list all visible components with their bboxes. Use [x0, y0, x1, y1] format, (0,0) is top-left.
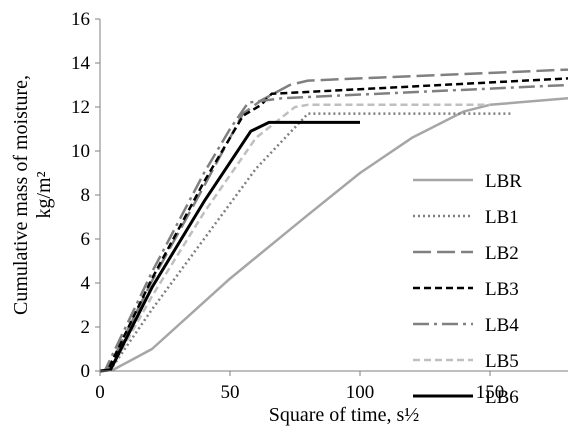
y-tick-label: 16 — [71, 9, 90, 30]
y-tick-label: 8 — [81, 185, 91, 206]
axis-labels: Square of time, s½ Cumulative mass of mo… — [10, 75, 419, 426]
y-tick-label: 2 — [81, 317, 91, 338]
y-tick-label: 4 — [81, 273, 91, 294]
legend: LBR LB1 LB2 LB3 LB4 LB5 LB6 — [413, 171, 522, 408]
series-line-lb3 — [100, 77, 569, 373]
legend-label-lbr: LBR — [485, 171, 522, 192]
y-tick-label: 12 — [71, 97, 90, 118]
y-tick-label: 10 — [71, 141, 90, 162]
plot-area — [100, 68, 569, 373]
x-tick-label: 50 — [221, 382, 240, 403]
y-tick-label: 6 — [81, 229, 91, 250]
x-axis-label: Square of time, s½ — [269, 404, 420, 426]
series-line-lb4 — [100, 83, 569, 373]
y-tick-label: 14 — [71, 53, 91, 74]
x-tick-label: 100 — [346, 382, 375, 403]
legend-label-lb2: LB2 — [485, 243, 519, 264]
x-tick-label: 150 — [476, 382, 505, 403]
series-line-lb6 — [100, 120, 360, 373]
series-line-lb2 — [100, 68, 569, 373]
series-line-lbr — [100, 96, 569, 373]
x-tick-label: 0 — [95, 382, 105, 403]
series-line-lb1 — [100, 112, 511, 373]
y-tick-label: 0 — [81, 361, 91, 382]
series-line-lb5 — [100, 103, 490, 373]
legend-label-lb5: LB5 — [485, 351, 519, 372]
legend-label-lb6: LB6 — [485, 387, 519, 408]
y-axis-label-line-1: Cumulative mass of moisture, — [10, 75, 32, 315]
legend-label-lb3: LB3 — [485, 279, 519, 300]
y-axis-label-line-2: kg/m² — [33, 171, 55, 218]
legend-label-lb4: LB4 — [485, 315, 519, 336]
tick-labels: 0 2 4 6 8 10 12 14 16 0 50 100 150 — [71, 9, 504, 403]
axes — [95, 18, 568, 376]
legend-label-lb1: LB1 — [485, 207, 519, 228]
